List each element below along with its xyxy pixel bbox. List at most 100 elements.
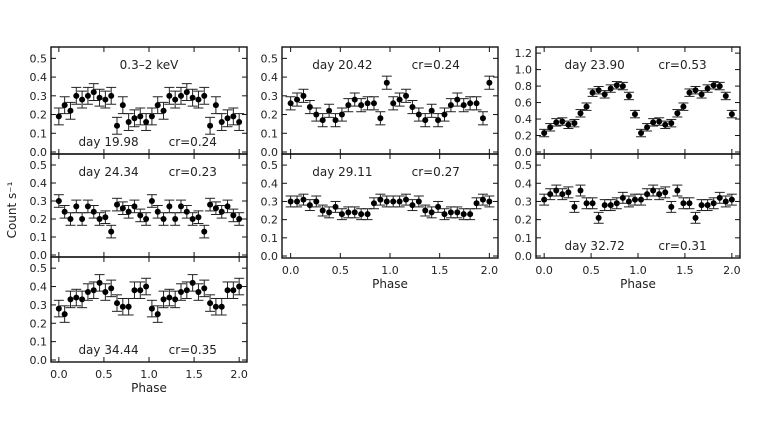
data-point <box>692 87 699 94</box>
data-point <box>172 216 179 222</box>
count-rate-label: cr=0.27 <box>412 165 460 179</box>
day-label: day 32.72 <box>565 239 625 253</box>
data-point <box>96 216 103 222</box>
data-point <box>613 200 620 207</box>
data-point <box>326 107 333 114</box>
y-tick-label: 0.1 <box>30 336 48 349</box>
data-point <box>607 85 614 92</box>
data-point <box>338 111 345 118</box>
data-point <box>177 289 184 296</box>
y-tick-label: 0.0 <box>30 354 48 367</box>
data-point <box>728 111 735 118</box>
y-tick-label: 0.1 <box>261 232 279 245</box>
data-point <box>345 209 352 216</box>
data-point <box>595 214 602 221</box>
count-rate-label: cr=0.24 <box>169 135 217 149</box>
data-point <box>364 211 371 218</box>
data-point <box>577 187 584 194</box>
data-point <box>212 102 219 109</box>
data-point <box>84 289 91 296</box>
data-point <box>108 92 115 99</box>
data-point <box>571 203 578 210</box>
data-point <box>79 216 86 222</box>
data-point <box>422 117 429 124</box>
data-point <box>55 305 62 312</box>
data-point <box>224 203 231 210</box>
energy-band-label: 0.3–2 keV <box>120 58 179 72</box>
data-point <box>319 207 326 214</box>
data-point <box>704 202 711 209</box>
data-point <box>143 283 150 290</box>
data-point <box>631 196 638 203</box>
data-point <box>79 96 86 103</box>
data-point <box>218 303 225 310</box>
data-point <box>415 111 422 118</box>
y-tick-label: 0.5 <box>515 159 533 172</box>
data-point <box>172 296 179 303</box>
data-point <box>230 113 237 120</box>
y-tick-label: 0.3 <box>261 90 279 103</box>
x-tick-label: 0.0 <box>282 264 300 277</box>
data-point <box>300 92 307 99</box>
y-tick-label: 0.2 <box>261 109 279 122</box>
data-point <box>73 92 80 99</box>
data-point <box>656 118 663 125</box>
data-point <box>96 279 103 286</box>
data-point <box>230 212 237 219</box>
y-tick-label: 0.4 <box>30 177 48 190</box>
data-point <box>119 102 126 109</box>
data-point <box>396 96 403 103</box>
data-point <box>565 121 572 128</box>
x-tick-label: 2.0 <box>481 264 499 277</box>
y-tick-label: 0.3 <box>30 299 48 312</box>
y-tick-label: 0.5 <box>30 159 48 172</box>
data-point <box>447 102 454 109</box>
y-tick-label: 0.2 <box>515 130 533 143</box>
day-label: day 29.11 <box>312 165 372 179</box>
data-point <box>114 122 121 129</box>
data-point <box>84 92 91 99</box>
x-axis-label: Phase <box>131 381 167 395</box>
x-tick-label: 1.5 <box>431 264 449 277</box>
data-point <box>668 203 675 210</box>
count-rate-label: cr=0.31 <box>658 239 706 253</box>
x-tick-label: 2.0 <box>230 368 248 381</box>
data-point <box>638 196 645 203</box>
data-point <box>619 83 626 90</box>
data-point <box>625 198 632 205</box>
data-point <box>183 287 190 294</box>
data-point <box>166 203 173 210</box>
data-point <box>131 287 138 294</box>
data-point <box>722 198 729 205</box>
y-tick-label: 0.2 <box>30 213 48 226</box>
y-tick-label: 0.3 <box>261 195 279 208</box>
data-point <box>441 211 448 218</box>
data-point <box>662 189 669 196</box>
data-point <box>396 198 403 205</box>
data-point <box>207 300 214 307</box>
data-point <box>728 196 735 203</box>
data-point <box>577 110 584 117</box>
data-point <box>486 198 493 205</box>
y-tick-label: 0.1 <box>515 232 533 245</box>
data-point <box>102 289 109 296</box>
day-label: day 34.44 <box>78 343 138 357</box>
y-tick-label: 0.4 <box>30 71 48 84</box>
data-point <box>84 203 91 210</box>
data-point <box>644 124 651 131</box>
data-point <box>390 198 397 205</box>
data-point <box>589 200 596 207</box>
panel-4: 0.0 0.1 0.2 0.3 0.4 0.5 day 29.11 cr=0.27 0.0 0.5… <box>261 153 499 291</box>
data-point <box>338 211 345 218</box>
data-point <box>422 207 429 214</box>
x-tick-label: 1.0 <box>629 264 647 277</box>
data-point <box>108 285 115 292</box>
data-point <box>377 115 384 122</box>
data-point <box>287 100 294 107</box>
data-point <box>294 198 301 205</box>
data-point <box>183 208 190 215</box>
data-point <box>377 196 384 203</box>
count-rate-label: cr=0.23 <box>169 165 217 179</box>
data-point <box>409 104 416 111</box>
data-point <box>230 287 237 294</box>
